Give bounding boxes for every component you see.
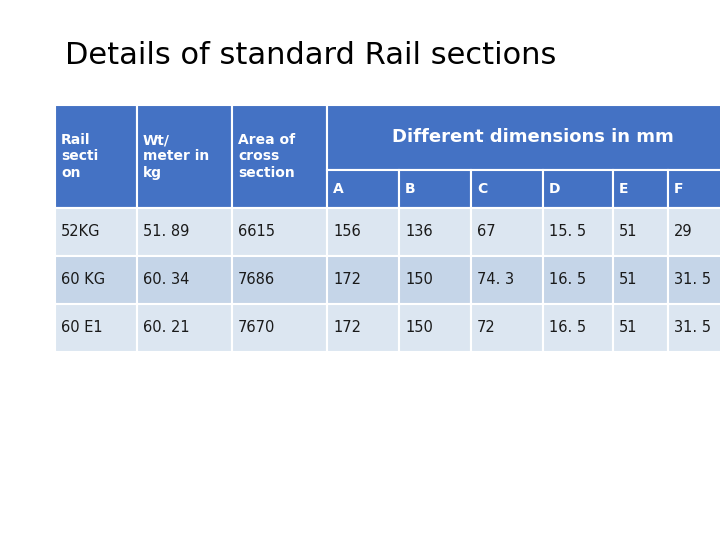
Text: 15. 5: 15. 5	[549, 225, 586, 240]
Bar	[543, 170, 613, 208]
Text: 31. 5: 31. 5	[674, 273, 711, 287]
Text: Area of
cross
section: Area of cross section	[238, 133, 295, 180]
Text: Rail
secti
on: Rail secti on	[61, 133, 98, 180]
Bar	[543, 256, 613, 304]
Text: Details of standard Rail sections: Details of standard Rail sections	[65, 40, 557, 70]
Text: 16. 5: 16. 5	[549, 321, 586, 335]
Bar	[327, 170, 399, 208]
Bar	[399, 170, 471, 208]
Text: 60. 21: 60. 21	[143, 321, 189, 335]
Bar	[55, 105, 137, 208]
Text: D: D	[549, 182, 560, 196]
Text: B: B	[405, 182, 415, 196]
Text: 51: 51	[619, 225, 637, 240]
Bar	[137, 304, 232, 352]
Bar	[55, 208, 137, 256]
Text: 156: 156	[333, 225, 361, 240]
Bar	[543, 304, 613, 352]
Bar	[668, 256, 720, 304]
Bar	[327, 256, 399, 304]
Text: 51. 89: 51. 89	[143, 225, 189, 240]
Bar	[55, 256, 137, 304]
Bar	[137, 256, 232, 304]
Bar	[613, 304, 668, 352]
Bar	[327, 105, 720, 170]
Text: 72: 72	[477, 321, 496, 335]
Text: 7686: 7686	[238, 273, 275, 287]
Bar	[232, 304, 327, 352]
Bar	[613, 170, 668, 208]
Bar	[327, 208, 399, 256]
Bar	[232, 105, 327, 208]
Text: A: A	[333, 182, 343, 196]
Text: E: E	[619, 182, 629, 196]
Text: 51: 51	[619, 273, 637, 287]
Bar	[232, 256, 327, 304]
Bar	[327, 304, 399, 352]
Text: 31. 5: 31. 5	[674, 321, 711, 335]
Text: 52KG: 52KG	[61, 225, 101, 240]
Bar	[399, 304, 471, 352]
Text: 60 E1: 60 E1	[61, 321, 103, 335]
Text: 60. 34: 60. 34	[143, 273, 189, 287]
Text: Different dimensions in mm: Different dimensions in mm	[392, 129, 673, 146]
Text: 29: 29	[674, 225, 693, 240]
Bar	[137, 105, 232, 208]
Text: 74. 3: 74. 3	[477, 273, 514, 287]
Bar	[399, 208, 471, 256]
Text: 136: 136	[405, 225, 433, 240]
Text: Wt/
meter in
kg: Wt/ meter in kg	[143, 133, 210, 180]
Bar	[613, 208, 668, 256]
Text: 172: 172	[333, 321, 361, 335]
Bar	[668, 170, 720, 208]
Bar	[471, 170, 543, 208]
Text: 67: 67	[477, 225, 495, 240]
Text: 150: 150	[405, 321, 433, 335]
Text: 51: 51	[619, 321, 637, 335]
Text: 150: 150	[405, 273, 433, 287]
Text: F: F	[674, 182, 683, 196]
Bar	[55, 304, 137, 352]
Text: 7670: 7670	[238, 321, 275, 335]
Bar	[471, 304, 543, 352]
Text: 16. 5: 16. 5	[549, 273, 586, 287]
Bar	[668, 208, 720, 256]
Text: 60 KG: 60 KG	[61, 273, 105, 287]
Bar	[137, 208, 232, 256]
Text: C: C	[477, 182, 487, 196]
Bar	[543, 208, 613, 256]
Bar	[613, 256, 668, 304]
Bar	[399, 256, 471, 304]
Text: 6615: 6615	[238, 225, 275, 240]
Bar	[471, 256, 543, 304]
Bar	[471, 208, 543, 256]
Text: 172: 172	[333, 273, 361, 287]
Bar	[232, 208, 327, 256]
Bar	[668, 304, 720, 352]
